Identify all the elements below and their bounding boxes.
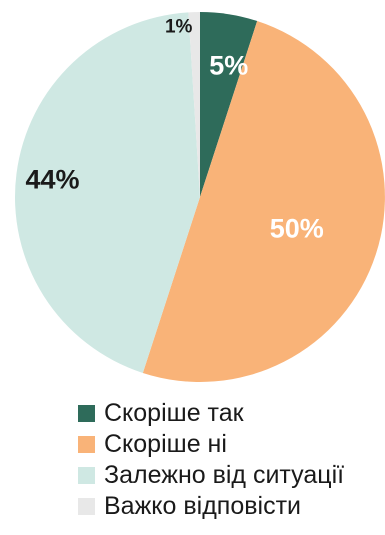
legend-swatch-0 <box>78 405 95 422</box>
legend-label-0: Скоріше так <box>104 399 244 427</box>
pie-chart: 5% 50% 44% 1% <box>14 12 385 382</box>
pie-slice-2 <box>14 12 200 373</box>
pie-slice-0 <box>200 12 258 197</box>
slice-value-label-1: 50% <box>270 213 324 243</box>
pie-slice-1 <box>142 21 385 382</box>
pie-slice-3 <box>188 12 200 197</box>
legend-item-2: Залежно від ситуації <box>78 460 344 491</box>
legend-swatch-1 <box>78 436 95 453</box>
legend-label-3: Важко відповісти <box>104 492 301 520</box>
slice-value-label-3: 1% <box>165 16 193 37</box>
legend-item-3: Важко відповісти <box>78 491 344 522</box>
legend: Скоріше так Скоріше ні Залежно від ситуа… <box>78 398 344 522</box>
legend-swatch-3 <box>78 498 95 515</box>
slice-value-label-0: 5% <box>209 50 248 80</box>
slice-value-label-2: 44% <box>25 164 79 194</box>
legend-label-1: Скоріше ні <box>104 430 227 458</box>
legend-label-2: Залежно від ситуації <box>104 461 345 489</box>
legend-item-1: Скоріше ні <box>78 429 344 460</box>
legend-swatch-2 <box>78 467 95 484</box>
legend-item-0: Скоріше так <box>78 398 344 429</box>
